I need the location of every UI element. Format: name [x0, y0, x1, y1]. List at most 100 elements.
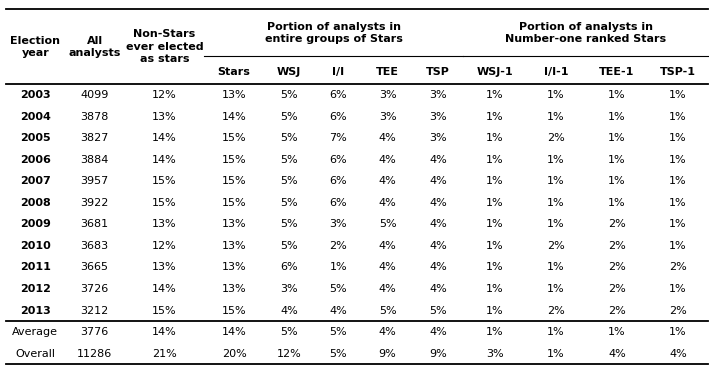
Text: 4%: 4% — [379, 176, 396, 186]
Text: 15%: 15% — [222, 176, 247, 186]
Text: 1%: 1% — [547, 112, 564, 122]
Text: Election
year: Election year — [11, 36, 60, 58]
Text: 9%: 9% — [379, 349, 396, 359]
Text: 9%: 9% — [429, 349, 447, 359]
Text: 4%: 4% — [379, 155, 396, 165]
Text: 15%: 15% — [222, 306, 247, 316]
Text: 1%: 1% — [486, 176, 503, 186]
Text: 1%: 1% — [669, 327, 687, 337]
Text: 4%: 4% — [429, 262, 447, 272]
Text: Non-Stars
ever elected
as stars: Non-Stars ever elected as stars — [125, 29, 203, 64]
Text: All
analysts: All analysts — [69, 36, 121, 58]
Text: 4%: 4% — [429, 327, 447, 337]
Text: I/I-1: I/I-1 — [544, 67, 568, 77]
Text: 15%: 15% — [152, 176, 177, 186]
Text: 3726: 3726 — [81, 284, 108, 294]
Text: I/I: I/I — [333, 67, 345, 77]
Text: 1%: 1% — [486, 155, 503, 165]
Text: 3%: 3% — [430, 90, 447, 100]
Text: 2011: 2011 — [20, 262, 51, 272]
Text: 5%: 5% — [330, 349, 347, 359]
Text: 1%: 1% — [669, 112, 687, 122]
Text: 12%: 12% — [152, 90, 177, 100]
Text: 13%: 13% — [152, 112, 177, 122]
Text: 2%: 2% — [608, 284, 626, 294]
Text: 1%: 1% — [486, 241, 503, 251]
Text: 6%: 6% — [330, 90, 347, 100]
Text: 5%: 5% — [280, 219, 298, 229]
Text: 3%: 3% — [330, 219, 347, 229]
Text: 3884: 3884 — [80, 155, 108, 165]
Text: 6%: 6% — [280, 262, 298, 272]
Text: 1%: 1% — [547, 198, 564, 208]
Text: 2006: 2006 — [20, 155, 51, 165]
Text: 13%: 13% — [222, 262, 247, 272]
Text: 6%: 6% — [330, 176, 347, 186]
Text: 5%: 5% — [330, 284, 347, 294]
Text: WSJ-1: WSJ-1 — [476, 67, 513, 77]
Text: 4%: 4% — [669, 349, 687, 359]
Text: 1%: 1% — [486, 133, 503, 143]
Text: 6%: 6% — [330, 198, 347, 208]
Text: 1%: 1% — [608, 112, 626, 122]
Text: 3776: 3776 — [81, 327, 108, 337]
Text: 1%: 1% — [547, 219, 564, 229]
Text: 4%: 4% — [379, 327, 396, 337]
Text: 1%: 1% — [608, 327, 626, 337]
Text: 21%: 21% — [152, 349, 177, 359]
Text: 14%: 14% — [222, 112, 247, 122]
Text: 5%: 5% — [280, 176, 298, 186]
Text: 4%: 4% — [330, 306, 347, 316]
Text: 1%: 1% — [669, 284, 687, 294]
Text: 1%: 1% — [547, 284, 564, 294]
Text: 3681: 3681 — [81, 219, 108, 229]
Text: 1%: 1% — [547, 327, 564, 337]
Text: Portion of analysts in
Number-one ranked Stars: Portion of analysts in Number-one ranked… — [505, 21, 666, 44]
Text: 1%: 1% — [547, 349, 564, 359]
Text: 6%: 6% — [330, 155, 347, 165]
Text: 2%: 2% — [608, 241, 626, 251]
Text: Stars: Stars — [218, 67, 250, 77]
Text: 5%: 5% — [280, 90, 298, 100]
Text: 1%: 1% — [486, 112, 503, 122]
Text: 15%: 15% — [222, 198, 247, 208]
Text: 1%: 1% — [669, 219, 687, 229]
Text: 4%: 4% — [429, 155, 447, 165]
Text: 1%: 1% — [547, 176, 564, 186]
Text: 1%: 1% — [669, 90, 687, 100]
Text: 4%: 4% — [379, 241, 396, 251]
Text: 2007: 2007 — [20, 176, 50, 186]
Text: 1%: 1% — [669, 176, 687, 186]
Text: 1%: 1% — [547, 262, 564, 272]
Text: 13%: 13% — [152, 262, 177, 272]
Text: 2005: 2005 — [20, 133, 50, 143]
Text: 14%: 14% — [152, 133, 177, 143]
Text: 15%: 15% — [222, 155, 247, 165]
Text: 13%: 13% — [152, 219, 177, 229]
Text: 5%: 5% — [280, 327, 298, 337]
Text: TEE-1: TEE-1 — [599, 67, 635, 77]
Text: 5%: 5% — [379, 219, 396, 229]
Text: Portion of analysts in
entire groups of Stars: Portion of analysts in entire groups of … — [265, 21, 403, 44]
Text: 1%: 1% — [486, 198, 503, 208]
Text: 2%: 2% — [547, 306, 565, 316]
Text: 4%: 4% — [429, 219, 447, 229]
Text: 4%: 4% — [379, 284, 396, 294]
Text: 1%: 1% — [608, 176, 626, 186]
Text: 3957: 3957 — [81, 176, 108, 186]
Text: 4%: 4% — [429, 176, 447, 186]
Text: 1%: 1% — [608, 155, 626, 165]
Text: 4%: 4% — [429, 198, 447, 208]
Text: 1%: 1% — [669, 241, 687, 251]
Text: 13%: 13% — [222, 90, 247, 100]
Text: TEE: TEE — [376, 67, 399, 77]
Text: 1%: 1% — [608, 198, 626, 208]
Text: 1%: 1% — [486, 306, 503, 316]
Text: 3%: 3% — [430, 112, 447, 122]
Text: 3665: 3665 — [81, 262, 108, 272]
Text: 2004: 2004 — [20, 112, 51, 122]
Text: 3%: 3% — [379, 112, 396, 122]
Text: 2%: 2% — [330, 241, 347, 251]
Text: 14%: 14% — [152, 155, 177, 165]
Text: 2003: 2003 — [20, 90, 50, 100]
